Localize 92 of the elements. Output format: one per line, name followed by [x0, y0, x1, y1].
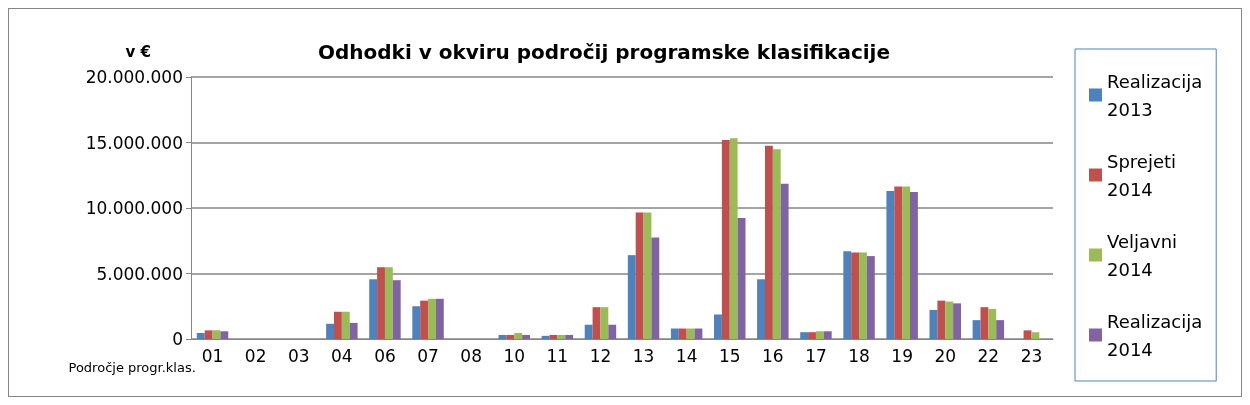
bar — [721, 140, 730, 339]
bar — [326, 323, 334, 339]
y-tick-label: 5.000.000 — [96, 263, 183, 284]
bar — [988, 309, 997, 339]
bar — [608, 324, 617, 339]
bar — [678, 328, 687, 339]
x-tick-label: 07 — [417, 345, 439, 366]
x-tick-label: 08 — [460, 345, 482, 366]
bar — [377, 267, 385, 339]
legend-label: Realizacija 2014 — [1107, 310, 1203, 360]
bar — [1031, 332, 1040, 339]
bar — [764, 145, 773, 339]
bar — [514, 333, 523, 339]
bar — [686, 328, 695, 339]
bar — [972, 320, 981, 339]
bar — [584, 324, 593, 339]
bar — [843, 251, 852, 339]
bar — [729, 138, 738, 339]
x-tick-label: 01 — [201, 345, 224, 366]
bar — [714, 314, 722, 339]
bar — [902, 186, 911, 339]
bar — [866, 256, 875, 339]
bar — [435, 298, 444, 339]
bar — [910, 192, 918, 339]
bar — [349, 322, 358, 339]
bar — [1023, 330, 1032, 339]
bar — [369, 279, 378, 339]
bar — [953, 303, 961, 339]
bar — [196, 333, 205, 339]
bar — [212, 330, 221, 339]
x-tick-label: 11 — [546, 345, 569, 366]
bar — [808, 332, 816, 339]
bar — [996, 320, 1005, 339]
bar — [341, 311, 350, 339]
bar — [937, 300, 946, 339]
bar — [600, 307, 609, 339]
bar — [412, 306, 421, 339]
bar — [757, 279, 765, 339]
bar — [980, 307, 989, 339]
chart-title: Odhodki v okviru področij programske klasifikacije — [317, 40, 891, 64]
bar — [800, 332, 809, 339]
legend-label: Sprejeti 2014 — [1107, 150, 1177, 200]
x-tick-label: 06 — [374, 345, 396, 366]
bar — [333, 311, 342, 339]
x-tick-label: 14 — [675, 345, 698, 366]
bar — [886, 191, 895, 339]
x-tick-label: 18 — [848, 345, 870, 366]
bar — [204, 330, 213, 339]
x-tick-label: 15 — [718, 345, 741, 366]
bar — [420, 300, 429, 339]
legend-label: Realizacija 2013 — [1107, 70, 1203, 120]
bar — [859, 252, 867, 339]
bar — [522, 334, 530, 339]
bar — [506, 334, 515, 339]
bar — [549, 334, 558, 339]
bar — [627, 255, 636, 339]
bar — [635, 212, 644, 339]
bar — [384, 267, 393, 339]
y-tick-label: 0 — [172, 329, 183, 349]
x-tick-label: 20 — [934, 345, 957, 366]
bar — [428, 298, 436, 339]
x-tick-label: 19 — [891, 345, 913, 366]
bar — [220, 331, 229, 339]
y-tick-label: 15.000.000 — [85, 132, 183, 153]
bar — [557, 334, 566, 339]
x-tick-label: 16 — [762, 345, 784, 366]
bar — [894, 186, 903, 339]
bar — [815, 331, 824, 339]
bar — [592, 307, 601, 339]
x-tick-label: 12 — [589, 345, 612, 366]
bar — [780, 183, 789, 339]
x-tick-label: 22 — [977, 345, 1000, 366]
x-tick-label: 17 — [805, 345, 827, 366]
bar — [823, 331, 832, 339]
y-tick-label: 20.000.000 — [85, 67, 183, 87]
y-tick-label: 10.000.000 — [85, 198, 183, 218]
x-tick-label: 13 — [632, 345, 655, 366]
x-tick-label: 02 — [244, 345, 267, 366]
bar — [670, 328, 679, 339]
bar — [392, 280, 401, 339]
bar — [945, 301, 954, 339]
x-tick-label: 04 — [331, 345, 353, 366]
x-tick-label: 23 — [1020, 345, 1043, 366]
x-axis-title: Področje progr.klas. — [68, 360, 196, 375]
x-tick-label: 10 — [503, 345, 526, 366]
x-tick-label: 03 — [287, 345, 310, 366]
bar — [851, 252, 860, 339]
legend-label: Veljavni 2014 — [1107, 230, 1178, 280]
bar — [565, 334, 574, 339]
y-axis-title: v € — [125, 42, 151, 61]
bar — [772, 149, 781, 339]
bar — [651, 237, 660, 339]
